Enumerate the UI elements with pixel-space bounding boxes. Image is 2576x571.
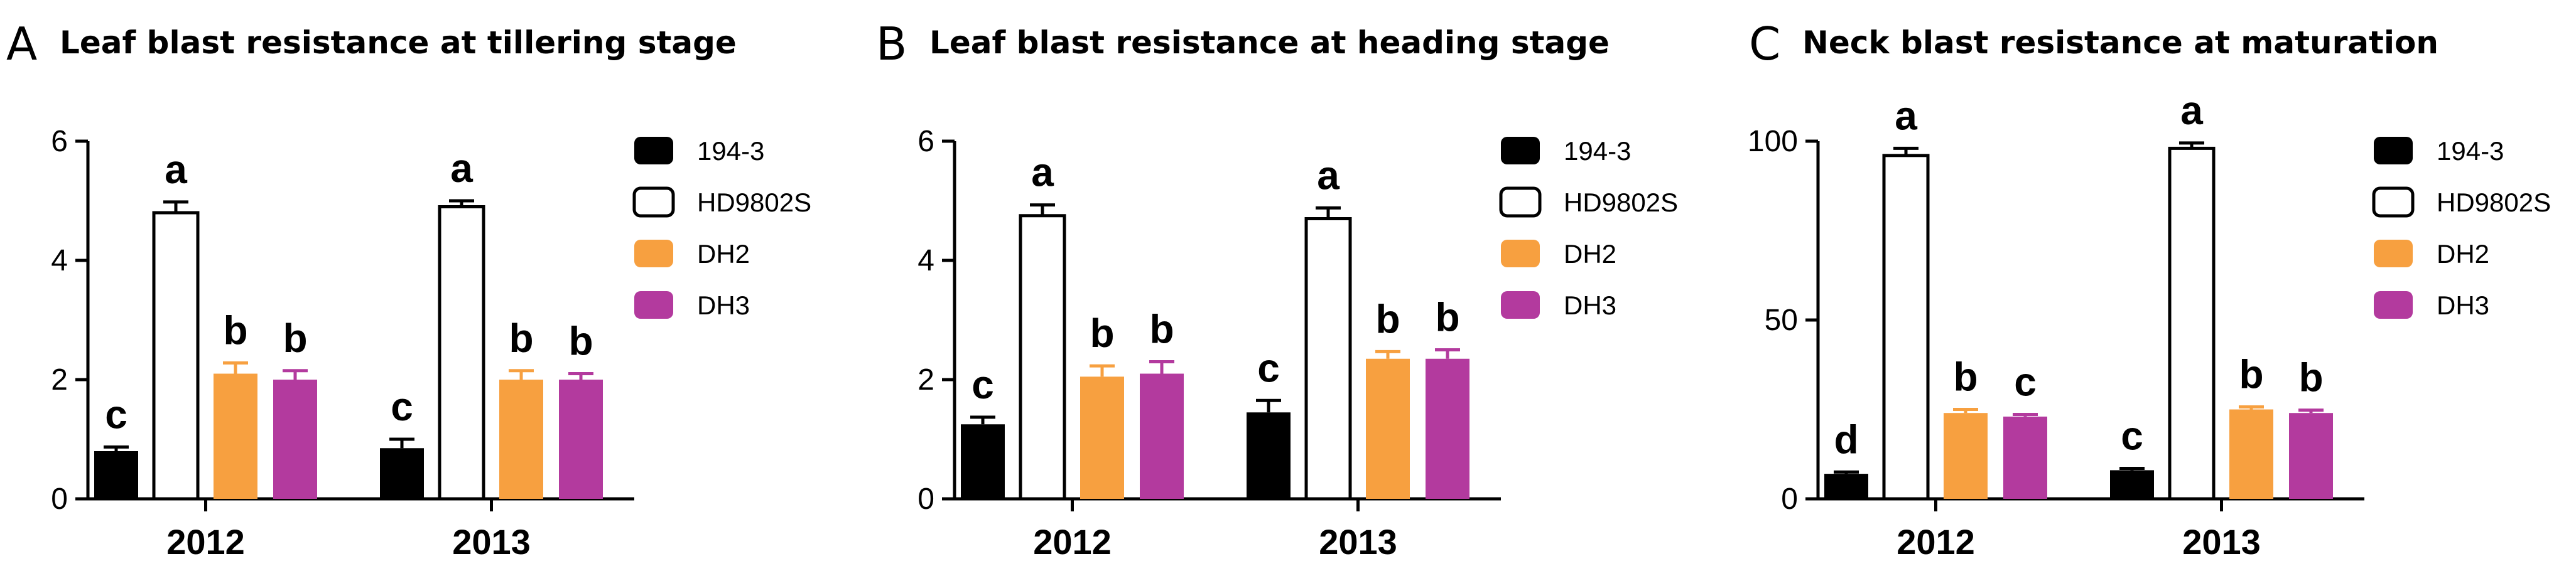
bar [214,373,257,499]
significance-letter: b [1953,355,1978,400]
bar [94,451,138,499]
bar [1366,358,1410,499]
panel-title: Leaf blast resistance at heading stage [929,24,1610,61]
category-label: 2012 [1033,522,1112,562]
category-label: 2013 [2182,522,2261,562]
legend-swatch [2374,291,2413,319]
panel-title: Neck blast resistance at maturation [1802,24,2438,61]
bar [1944,413,1988,499]
legend-swatch [2374,240,2413,267]
bar [1304,217,1352,501]
y-tick-label: 6 [917,125,934,158]
category-label: 2012 [1897,522,1975,562]
legend-label: DH3 [1564,291,1616,320]
significance-letter: a [2180,88,2203,133]
y-tick-label: 2 [917,363,934,397]
panel-c: C Neck blast resistance at maturation 0 50 1… [1748,18,2551,562]
legend-swatch [1499,186,1542,218]
y-tick-label: 6 [51,125,68,158]
legend-swatch [634,137,673,164]
significance-letter: b [1149,307,1174,352]
significance-letter: a [1031,150,1054,195]
significance-letter: b [223,307,247,353]
significance-letter: a [450,146,473,191]
significance-letter: c [2121,414,2143,459]
y-tick-label: 4 [917,244,934,277]
bar [2110,470,2154,499]
panel-b: B Leaf blast resistance at heading stage 0… [876,18,1678,562]
legend-swatch [634,240,673,267]
panel-title: Leaf blast resistance at tillering stage [60,24,737,61]
legend-swatch [1501,240,1540,267]
legend-swatch [1501,137,1540,164]
significance-letter: b [2239,352,2263,397]
legend-label: HD9802S [697,188,811,217]
significance-letter: b [283,316,307,361]
legend-label: DH3 [2437,291,2489,320]
legend-label: DH2 [1564,239,1616,269]
y-tick-label: 2 [51,363,68,397]
bar [152,211,200,501]
bar [1824,474,1868,499]
significance-letter: b [1435,295,1459,340]
bar [2003,416,2047,499]
panel-letter: A [6,18,37,70]
legend-label: HD9802S [2437,188,2551,217]
y-tick-label: 0 [51,483,68,516]
bar [1426,358,1469,499]
legend-label: 194-3 [1564,136,1631,166]
legend-label: 194-3 [697,136,764,166]
significance-letter: b [1375,296,1400,341]
significance-letter: b [568,319,593,364]
significance-letter: c [971,362,994,407]
legend-label: DH2 [2437,239,2489,269]
bar [273,380,317,499]
legend-swatch [634,291,673,319]
y-tick-label: 0 [917,483,934,516]
panel-letter: C [1749,18,1780,70]
panel-a: A Leaf blast resistance at tillering stag… [6,18,811,562]
bar [1247,412,1291,499]
panel-letter: B [876,18,907,70]
legend-label: DH2 [697,239,750,269]
significance-letter: a [1895,93,1917,138]
y-tick-label: 50 [1765,304,1798,337]
bar [2168,146,2216,501]
significance-letter: c [2014,359,2037,404]
legend-swatch [2372,186,2415,218]
bar [559,380,603,499]
bar [1019,214,1066,501]
bar [2229,409,2273,499]
bar [499,380,543,499]
significance-letter: d [1834,417,1858,462]
y-tick-label: 100 [1748,125,1798,158]
category-label: 2013 [452,522,531,562]
legend-swatch [632,186,675,218]
category-label: 2012 [166,522,245,562]
significance-letter: a [165,147,187,192]
y-tick-label: 0 [1781,483,1798,516]
significance-letter: b [1090,311,1114,356]
significance-letter: c [391,384,413,429]
significance-letter: b [509,316,533,361]
legend-label: 194-3 [2437,136,2504,166]
y-tick-label: 4 [51,244,68,277]
bar [380,448,424,499]
significance-letter: c [105,392,127,437]
significance-letter: b [2298,355,2323,400]
bar [438,205,485,501]
bar [961,424,1005,499]
bar [1140,373,1184,499]
legend-label: HD9802S [1564,188,1678,217]
bar [1080,376,1124,499]
bar [1882,154,1930,501]
significance-letter: c [1257,345,1280,390]
significance-letter: a [1317,152,1339,198]
category-label: 2013 [1319,522,1397,562]
legend-label: DH3 [697,291,750,320]
legend-swatch [2374,137,2413,164]
bar [2289,413,2333,499]
legend-swatch [1501,291,1540,319]
